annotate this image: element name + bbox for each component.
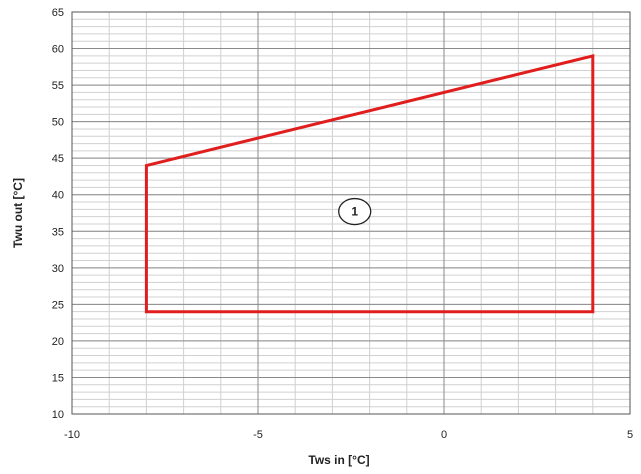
y-tick-label: 20 xyxy=(52,336,64,348)
y-tick-label: 35 xyxy=(52,226,64,238)
y-tick-labels: 10 15 20 25 30 35 40 45 50 55 60 65 xyxy=(52,7,64,421)
x-tick-label: 0 xyxy=(441,429,447,441)
x-tick-label: -10 xyxy=(64,429,80,441)
annotation-layer: 1 xyxy=(338,197,372,226)
y-tick-label: 60 xyxy=(52,44,64,56)
annotation-circle xyxy=(338,197,372,226)
y-tick-label: 45 xyxy=(52,153,64,165)
y-tick-label: 65 xyxy=(52,7,64,19)
y-tick-label: 25 xyxy=(52,299,64,311)
annotation-label: 1 xyxy=(351,205,358,219)
series-layer xyxy=(144,53,595,314)
x-tick-labels: -10 -5 0 5 xyxy=(64,429,633,441)
x-axis-title: Tws in [°C] xyxy=(308,453,369,467)
y-tick-label: 40 xyxy=(52,190,64,202)
y-tick-label: 10 xyxy=(52,409,64,421)
y-tick-label: 30 xyxy=(52,263,64,275)
y-axis-title: Twu out [°C] xyxy=(11,178,25,248)
y-tick-label: 15 xyxy=(52,372,64,384)
x-tick-label: 5 xyxy=(627,429,633,441)
x-tick-label: -5 xyxy=(253,429,263,441)
y-tick-label: 50 xyxy=(52,117,64,129)
plot-frame xyxy=(71,11,631,415)
y-tick-label: 55 xyxy=(52,80,64,92)
